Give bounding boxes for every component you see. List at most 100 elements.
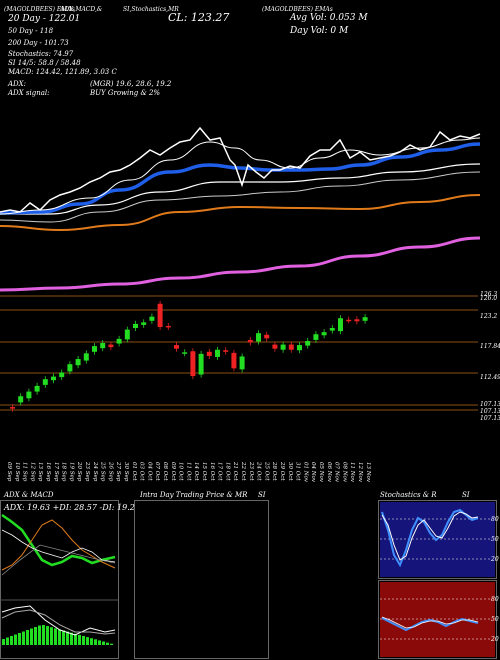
stoch-label: SI,Stochastics,MR: [123, 6, 179, 13]
adx-macd-title: ADX & MACD: [4, 491, 54, 499]
mr-panel: [134, 500, 269, 659]
macd-bar: [50, 627, 53, 645]
date-label: 29 Oct: [279, 461, 285, 481]
date-label: 23 Oct: [248, 461, 254, 481]
date-label: 17 Sep: [53, 462, 59, 482]
macd-bar: [22, 631, 25, 645]
candle-body: [51, 376, 56, 381]
candle-body: [223, 350, 229, 352]
date-label: 16 Sep: [45, 462, 51, 482]
plus-di-line: [1, 519, 116, 571]
macd-bar: [70, 632, 73, 645]
candle-body: [321, 332, 327, 336]
candle-body: [108, 344, 114, 348]
macd-bar: [38, 625, 41, 645]
date-label: 13 Nov: [365, 462, 371, 483]
candle-body: [100, 343, 106, 349]
date-label: 01 Oct: [131, 462, 137, 481]
macd-bar: [58, 629, 61, 645]
candle-body: [59, 372, 65, 378]
date-label: 01 Nov: [302, 462, 308, 483]
macd-bar: [102, 641, 105, 645]
macd-bar: [86, 637, 89, 645]
price-level-label: 112.49: [480, 374, 500, 381]
price-level-label: 126.0: [480, 295, 497, 302]
candle-body: [190, 351, 196, 377]
macd-bar: [90, 638, 93, 645]
adx-values-text: ADX: 19.63 +DI: 28.57 -DI: 19.2: [4, 503, 135, 512]
candle-body: [354, 319, 360, 322]
candle-body: [165, 325, 171, 328]
macd-bar: [54, 628, 57, 645]
ticker-label-2: (MAGOLDBEES) EMAs: [262, 6, 333, 13]
macd-bar: [82, 636, 85, 645]
ma50-label: 50 Day - 118: [8, 27, 54, 35]
candle-body: [198, 353, 204, 375]
date-label: 09 Oct: [170, 462, 176, 481]
date-label: 11 Nov: [349, 462, 355, 483]
candle-body: [313, 334, 319, 340]
date-label: 07 Oct: [154, 462, 160, 481]
candle-body: [264, 334, 270, 339]
macd-bar: [6, 637, 9, 645]
macd-bar: [78, 634, 81, 645]
candle-body: [256, 333, 261, 342]
date-label: 20 Sep: [76, 461, 82, 482]
candle-body: [182, 352, 188, 354]
macd-signal-line: [1, 609, 116, 635]
si-bg: [380, 582, 495, 657]
candle-body: [116, 338, 122, 344]
date-label: 07 Nov: [334, 462, 340, 483]
close-label: CL: 123.27: [168, 11, 230, 24]
macd-bar: [30, 628, 33, 645]
date-label: 31 Oct: [295, 462, 301, 481]
price-line: [0, 126, 481, 213]
candle-body: [338, 318, 343, 332]
adx-label: ADX:: [8, 80, 27, 88]
price-chart: 126.3126.0123.2117.84112.49107.13107.131…: [0, 126, 500, 483]
date-label: 16 Oct: [209, 462, 215, 481]
macd-bar: [18, 633, 21, 645]
candle-body: [83, 353, 89, 361]
macd-bar: [26, 630, 29, 645]
macd-bar: [106, 642, 109, 645]
price-level-label: 117.84: [480, 343, 500, 350]
mr-si-label: SI: [258, 491, 266, 499]
candle-body: [329, 328, 335, 331]
si-tick: 20: [490, 636, 499, 643]
stoch-tick: 20: [490, 556, 499, 563]
si-tick: 80: [491, 596, 499, 603]
date-label: 14 Oct: [193, 462, 199, 481]
stoch-d-line: [381, 511, 479, 561]
date-label: 04 Nov: [310, 462, 316, 483]
date-label: 12 Sep: [29, 462, 35, 482]
price-level-label: 126.3: [480, 291, 497, 298]
date-label: 13 Sep: [37, 462, 43, 482]
ticker-label: (MAGOLDBEES) EMAs: [4, 6, 75, 13]
ma200-label: 200 Day - 101.73: [8, 39, 69, 47]
macd-bar: [42, 625, 45, 645]
date-label: 30 Oct: [287, 462, 293, 481]
ema-dotted-line: [0, 137, 481, 215]
macd-bar: [66, 631, 69, 645]
date-label: 11 Oct: [185, 462, 191, 481]
stoch-tick: 50: [491, 536, 499, 543]
date-label: 10 Oct: [178, 462, 184, 481]
candle-body: [42, 379, 48, 385]
date-label: 08 Oct: [162, 462, 168, 481]
macd-bar: [62, 630, 65, 645]
macd-bar: [46, 626, 49, 645]
candle-body: [247, 339, 253, 343]
date-label: 22 Oct: [240, 461, 246, 481]
stoch-tick: 80: [491, 516, 499, 523]
price-level-label: 123.2: [480, 313, 497, 320]
price-level-label: 107.13: [480, 415, 500, 422]
stochastics-label: Stochastics: 74.97: [8, 50, 74, 58]
candle-body: [231, 352, 237, 369]
avg-vol-label: Avg Vol: 0.053 M: [290, 13, 368, 23]
macd-bar: [94, 639, 97, 645]
date-label: 21 Oct: [232, 461, 238, 481]
macd-bar: [110, 643, 113, 645]
date-label: 28 Oct: [271, 461, 277, 481]
